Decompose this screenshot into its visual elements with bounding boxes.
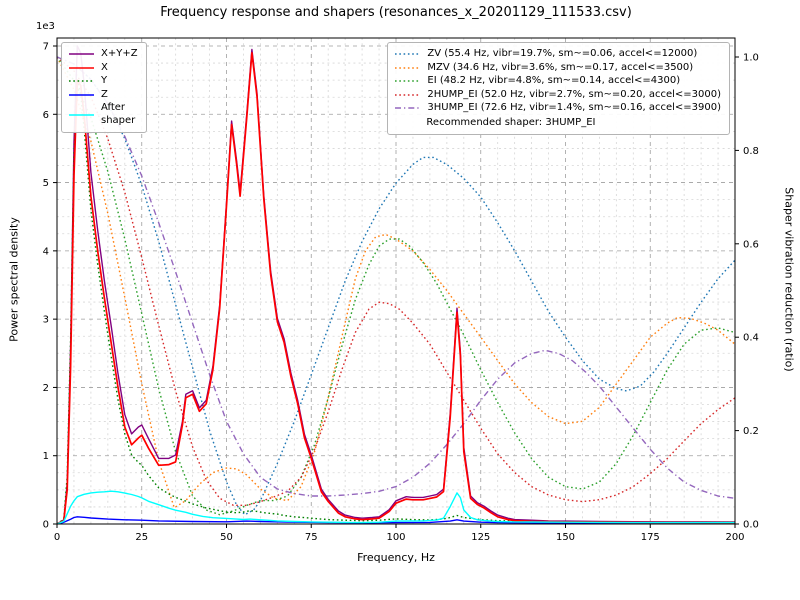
y-left-tick-label: 3 [43, 315, 49, 326]
legend-item-x: X [68, 62, 138, 75]
legend-shapers: ZV (55.4 Hz, vibr=19.7%, sm~=0.06, accel… [387, 42, 730, 135]
series-2hump-ei [56, 56, 736, 506]
x-tick-label: 75 [305, 532, 318, 543]
legend-line-sample [395, 53, 421, 55]
y-right-tick-label: 1.0 [743, 53, 759, 64]
legend-item-label: After shaper [101, 102, 136, 126]
x-tick-label: 125 [471, 532, 490, 543]
series-x [56, 51, 736, 525]
x-tick-label: 0 [54, 532, 60, 543]
legend-item-label: MZV (34.6 Hz, vibr=3.6%, sm~=0.17, accel… [427, 61, 694, 73]
legend-line-sample [69, 67, 94, 69]
legend-item-label: 2HUMP_EI (52.0 Hz, vibr=2.7%, sm~=0.20, … [427, 88, 721, 100]
legend-line-sample [395, 94, 421, 96]
legend-item-ei: EI (48.2 Hz, vibr=4.8%, sm~=0.14, accel<… [394, 75, 721, 88]
x-tick-label: 150 [556, 532, 575, 543]
y-left-tick-label: 4 [43, 246, 49, 257]
x-tick-label: 25 [135, 532, 148, 543]
y-left-tick-label: 5 [43, 178, 49, 189]
legend-item-3hump-ei: 3HUMP_EI (72.6 Hz, vibr=1.4%, sm~=0.16, … [394, 102, 721, 115]
x-axis-label: Frequency, Hz [357, 551, 435, 564]
recommended-shaper-note: Recommended shaper: 3HUMP_EI [426, 116, 596, 128]
legend-line-sample [69, 113, 94, 116]
y-left-tick-label: 6 [43, 110, 49, 121]
legend-line-sample [69, 53, 94, 55]
y-right-tick-label: 0.8 [743, 146, 759, 157]
x-tick-label: 100 [386, 532, 405, 543]
legend-line-sample [395, 67, 421, 69]
series-y [56, 79, 735, 525]
y-right-tick-label: 0.0 [743, 520, 759, 531]
y-right-tick-label: 0.4 [743, 333, 759, 344]
y-left-tick-label: 7 [43, 42, 49, 53]
legend-item-x-y-z: X+Y+Z [68, 48, 138, 61]
y-axis-offset-text: 1e3 [36, 21, 55, 32]
series-3hump-ei [56, 56, 736, 499]
y-left-tick-label: 1 [43, 451, 49, 462]
legend-psd: X+Y+Z X Y Z After shaper [61, 42, 147, 133]
chart-title: Frequency response and shapers (resonanc… [160, 5, 632, 20]
legend-item-2hump-ei: 2HUMP_EI (52.0 Hz, vibr=2.7%, sm~=0.20, … [394, 89, 721, 102]
legend-item-y: Y [68, 75, 138, 88]
legend-item-label: EI (48.2 Hz, vibr=4.8%, sm~=0.14, accel<… [427, 75, 681, 86]
legend-item-label: Y [101, 75, 108, 86]
legend-line-sample [395, 80, 421, 82]
legend-item-label: ZV (55.4 Hz, vibr=19.7%, sm~=0.06, accel… [427, 48, 698, 59]
legend-line-sample [69, 94, 94, 96]
series-z [56, 516, 735, 525]
legend-item-label: X+Y+Z [101, 48, 138, 59]
x-tick-label: 200 [725, 532, 744, 543]
y-right-tick-label: 0.6 [743, 239, 759, 250]
series-after-shaper [56, 490, 735, 525]
legend-item-label: 3HUMP_EI (72.6 Hz, vibr=1.4%, sm~=0.16, … [427, 102, 721, 113]
legend-item-label: Z [101, 88, 108, 100]
y-left-tick-label: 0 [43, 520, 49, 531]
legend-item-mzv: MZV (34.6 Hz, vibr=3.6%, sm~=0.17, accel… [394, 62, 721, 75]
y-left-tick-label: 2 [43, 383, 49, 394]
series-zv [56, 56, 736, 516]
legend-item-zv: ZV (55.4 Hz, vibr=19.7%, sm~=0.06, accel… [394, 48, 721, 61]
legend-item-after-shaper: After shaper [68, 102, 138, 127]
y-right-tick-label: 0.2 [743, 426, 759, 437]
x-tick-label: 175 [641, 532, 660, 543]
legend-line-sample [69, 80, 94, 82]
legend-item-label: X [101, 61, 108, 73]
legend-item-z: Z [68, 89, 138, 102]
x-tick-label: 50 [220, 532, 233, 543]
legend-line-sample [395, 107, 421, 109]
